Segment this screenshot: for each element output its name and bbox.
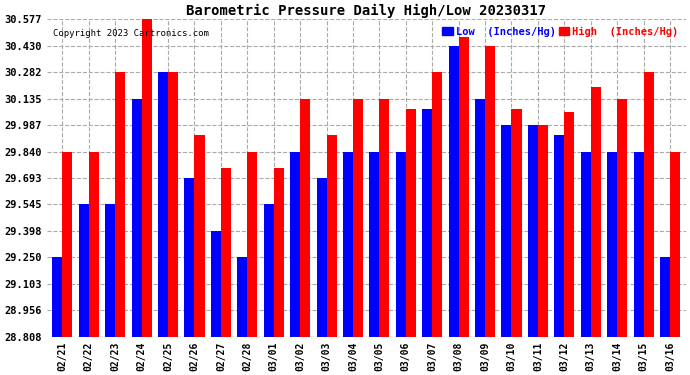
Bar xyxy=(406,110,416,337)
Bar xyxy=(290,152,300,337)
Bar xyxy=(300,99,310,337)
Bar xyxy=(581,152,591,337)
Bar xyxy=(538,125,548,337)
Bar xyxy=(317,178,326,337)
Bar xyxy=(644,72,653,337)
Bar xyxy=(221,168,231,337)
Bar xyxy=(343,152,353,337)
Bar xyxy=(62,152,72,337)
Bar xyxy=(380,99,389,337)
Bar xyxy=(247,152,257,337)
Bar xyxy=(528,125,538,337)
Bar xyxy=(670,152,680,337)
Bar xyxy=(115,72,126,337)
Bar xyxy=(633,152,644,337)
Bar xyxy=(326,135,337,337)
Bar xyxy=(554,135,564,337)
Bar xyxy=(422,110,432,337)
Bar xyxy=(511,110,522,337)
Bar xyxy=(475,99,485,337)
Bar xyxy=(158,72,168,337)
Bar xyxy=(432,72,442,337)
Bar xyxy=(353,99,363,337)
Bar xyxy=(485,46,495,337)
Bar xyxy=(105,204,115,337)
Bar xyxy=(211,231,221,337)
Bar xyxy=(79,204,89,337)
Bar xyxy=(195,135,204,337)
Bar xyxy=(564,112,574,337)
Text: Copyright 2023 Cartronics.com: Copyright 2023 Cartronics.com xyxy=(53,29,209,38)
Bar xyxy=(52,257,62,337)
Bar xyxy=(617,99,627,337)
Bar xyxy=(184,178,195,337)
Bar xyxy=(274,168,284,337)
Bar xyxy=(237,257,247,337)
Bar xyxy=(168,72,178,337)
Bar xyxy=(89,152,99,337)
Bar xyxy=(396,152,406,337)
Bar xyxy=(502,125,511,337)
Bar xyxy=(660,257,670,337)
Bar xyxy=(607,152,617,337)
Bar xyxy=(448,46,459,337)
Bar xyxy=(591,87,601,337)
Legend: Low  (Inches/Hg), High  (Inches/Hg): Low (Inches/Hg), High (Inches/Hg) xyxy=(440,25,680,39)
Bar xyxy=(132,99,141,337)
Title: Barometric Pressure Daily High/Low 20230317: Barometric Pressure Daily High/Low 20230… xyxy=(186,4,546,18)
Bar xyxy=(264,204,274,337)
Bar xyxy=(369,152,380,337)
Bar xyxy=(459,37,469,337)
Bar xyxy=(141,20,152,337)
